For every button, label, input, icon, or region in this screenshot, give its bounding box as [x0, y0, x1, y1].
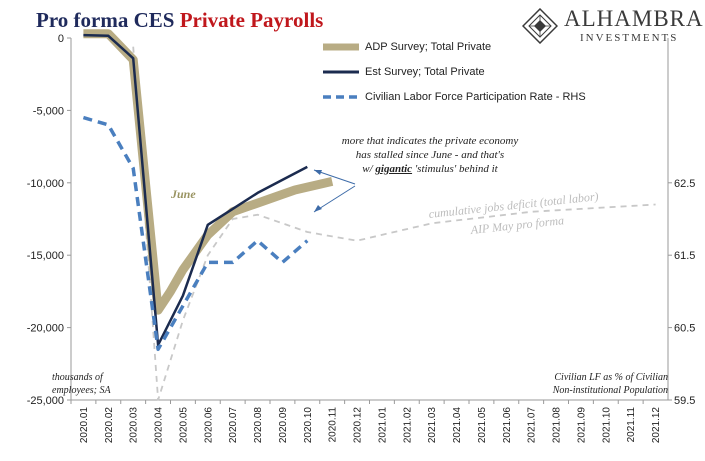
right-unit-line-2: Non-institutional Population — [552, 385, 668, 396]
x-tick-label: 2020.12 — [353, 407, 364, 444]
legend-label-est: Est Survey; Total Private — [365, 66, 485, 78]
right-tick-label: 62.5 — [674, 178, 695, 190]
x-tick-label: 2021.06 — [502, 407, 513, 444]
left-tick-label: -5,000 — [33, 105, 64, 117]
left-tick-label: -10,000 — [27, 178, 64, 190]
x-tick-label: 2020.11 — [328, 407, 339, 443]
arrow-top-head — [314, 170, 322, 175]
x-axis: 2020.01 2020.02 2020.03 2020.04 2020.05 2020.… — [70, 400, 662, 444]
x-tick-label: 2020.10 — [303, 407, 314, 444]
right-tick-label: 60.5 — [674, 323, 695, 335]
right-unit-line-1: Civilian LF as % of Civilian — [554, 372, 668, 383]
x-tick-label: 2020.04 — [154, 407, 165, 444]
x-tick-label: 2020.05 — [178, 407, 189, 444]
x-tick-label: 2020.07 — [228, 407, 239, 444]
x-tick-label: 2021.04 — [452, 407, 463, 444]
chart-title: Pro forma CES Private Payrolls — [36, 8, 323, 33]
right-tick-label: 61.5 — [674, 250, 695, 262]
left-unit-note: thousands of employees; SA — [52, 371, 111, 397]
logo-subtitle: INVESTMENTS — [580, 32, 679, 44]
x-tick-label: 2020.09 — [278, 407, 289, 444]
right-unit-note: Civilian LF as % of Civilian Non-institu… — [520, 371, 668, 397]
x-tick-label: 2021.09 — [576, 407, 587, 444]
comment-arrows — [313, 169, 356, 213]
est-series-line — [83, 33, 308, 347]
left-unit-line-2: employees; SA — [52, 385, 111, 396]
left-axis: 0 -5,000 -10,000 -15,000 -20,000 -25,000 — [27, 33, 71, 407]
x-tick-label: 2021.08 — [552, 407, 563, 444]
left-tick-label: -15,000 — [27, 250, 64, 262]
comment-gigantic: gigantic — [375, 163, 413, 175]
logo-name: ALHAMBRA — [564, 6, 704, 31]
comment-line-2: has stalled since June - and that's — [355, 149, 505, 161]
x-tick-label: 2021.05 — [477, 407, 488, 444]
right-tick-label: 59.5 — [674, 395, 695, 407]
proforma-series-line — [132, 46, 656, 401]
left-tick-label: -25,000 — [27, 395, 64, 407]
x-tick-label: 2021.02 — [402, 407, 413, 444]
legend-label-adp: ADP Survey; Total Private — [365, 41, 492, 53]
comment-line-3: w/ gigantic 'stimulus' behind it — [362, 163, 498, 175]
legend — [323, 43, 359, 99]
diamond-logo-icon — [522, 8, 558, 44]
x-tick-label: 2020.08 — [253, 407, 264, 444]
left-tick-label: -20,000 — [27, 323, 64, 335]
x-tick-label: 2020.06 — [203, 407, 214, 444]
x-tick-label: 2020.01 — [79, 407, 90, 444]
x-tick-label: 2020.03 — [129, 407, 140, 444]
comment-line-1: more that indicates the private economy — [341, 135, 519, 147]
alhambra-logo: ALHAMBRA INVESTMENTS — [520, 6, 703, 46]
right-axis: 59.5 60.5 61.5 62.5 — [668, 178, 695, 407]
arrow-bottom-head — [314, 205, 322, 212]
legend-label-lfpr: Civilian Labor Force Participation Rate … — [365, 91, 586, 103]
x-tick-label: 2021.07 — [527, 407, 538, 444]
left-tick-label: 0 — [58, 33, 64, 45]
x-tick-label: 2021.01 — [377, 407, 388, 444]
adp-series-line — [83, 29, 334, 315]
arrow-bottom — [313, 185, 356, 213]
comment-annotation: more that indicates the private economy … — [330, 134, 530, 176]
left-unit-line-1: thousands of — [52, 372, 103, 383]
x-tick-label: 2021.10 — [601, 407, 612, 444]
x-tick-label: 2021.12 — [651, 407, 662, 444]
series-layer — [82, 29, 656, 401]
lfpr-series-line — [82, 115, 309, 352]
x-tick-label: 2021.11 — [626, 407, 637, 443]
title-part-2: Private Payrolls — [179, 8, 324, 32]
title-part-1: Pro forma CES — [36, 8, 180, 32]
x-tick-label: 2020.02 — [104, 407, 115, 444]
x-tick-label: 2021.03 — [427, 407, 438, 444]
june-annotation: June — [171, 187, 196, 201]
